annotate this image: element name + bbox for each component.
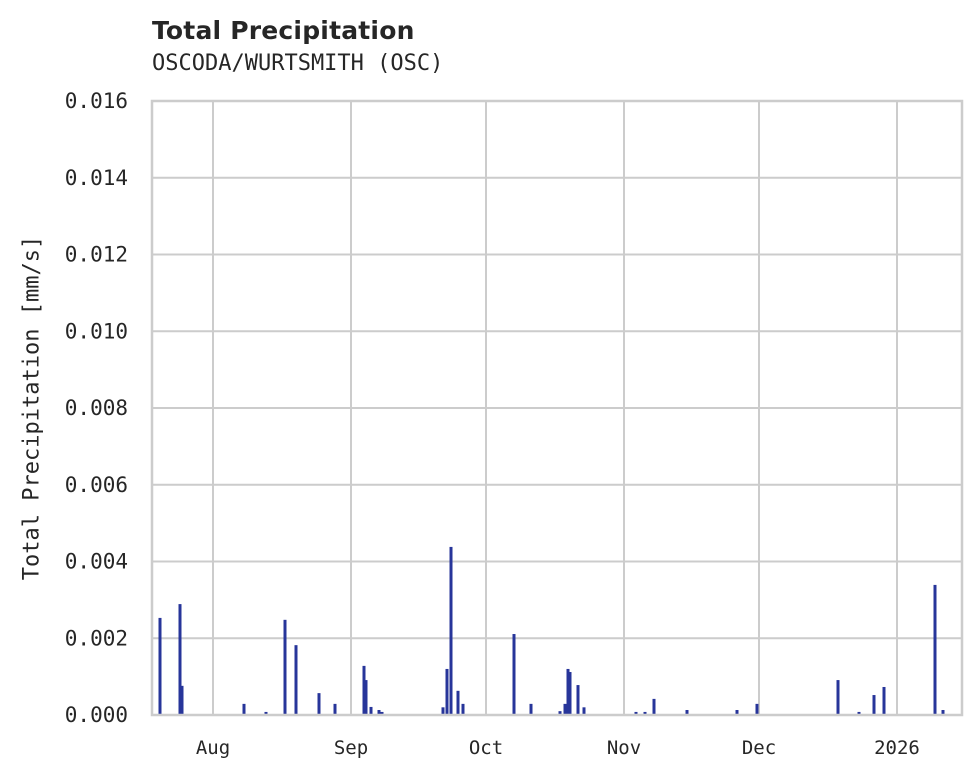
precipitation-bar bbox=[529, 703, 533, 715]
precipitation-bar bbox=[178, 604, 182, 715]
precipitation-bar bbox=[445, 668, 449, 715]
y-tick-label: 0.002 bbox=[65, 626, 128, 650]
precipitation-bar bbox=[158, 617, 162, 715]
precipitation-bar bbox=[735, 710, 739, 715]
precipitation-bar bbox=[582, 707, 586, 715]
precipitation-bar bbox=[836, 680, 840, 715]
precipitation-bar bbox=[685, 710, 689, 715]
x-tick-label: Oct bbox=[469, 737, 503, 759]
x-tick-label: Sep bbox=[334, 737, 368, 759]
chart-title: Total Precipitation bbox=[152, 16, 415, 45]
precipitation-bar bbox=[441, 707, 445, 715]
precipitation-bar bbox=[317, 693, 321, 715]
precipitation-bar bbox=[380, 711, 384, 715]
precipitation-bar bbox=[461, 703, 465, 715]
precipitation-bar bbox=[333, 703, 337, 715]
y-tick-label: 0.000 bbox=[65, 703, 128, 727]
chart-subtitle: OSCODA/WURTSMITH (OSC) bbox=[152, 51, 444, 76]
x-tick-label: Nov bbox=[607, 737, 641, 759]
precipitation-bars bbox=[158, 546, 945, 715]
precipitation-bar bbox=[652, 698, 656, 715]
y-tick-label: 0.004 bbox=[65, 550, 128, 574]
y-tick-label: 0.008 bbox=[65, 396, 128, 420]
precipitation-bar bbox=[563, 703, 567, 715]
precipitation-bar bbox=[755, 703, 759, 715]
precipitation-bar bbox=[369, 706, 373, 715]
plot-frame bbox=[150, 99, 964, 717]
x-tick-label: Aug bbox=[196, 737, 230, 759]
precipitation-bar bbox=[377, 710, 381, 715]
y-tick-label: 0.010 bbox=[65, 319, 128, 343]
precipitation-bar bbox=[566, 668, 570, 715]
y-axis-ticks: 0.000 0.002 0.004 0.006 0.008 0.010 0.012 0.014… bbox=[65, 89, 128, 727]
precipitation-bar bbox=[568, 672, 572, 715]
precipitation-bar bbox=[941, 710, 945, 715]
gridlines bbox=[152, 101, 962, 715]
y-tick-label: 0.012 bbox=[65, 243, 128, 267]
precipitation-bar bbox=[512, 634, 516, 715]
precipitation-bar bbox=[643, 711, 647, 715]
precipitation-bar bbox=[362, 665, 366, 715]
precipitation-bar bbox=[872, 695, 876, 715]
y-tick-label: 0.014 bbox=[65, 166, 128, 190]
precipitation-bar bbox=[242, 703, 246, 715]
x-axis-ticks: Aug Sep Oct Nov Dec 2026 bbox=[196, 737, 920, 759]
precipitation-bar bbox=[294, 645, 298, 715]
precipitation-bar bbox=[449, 546, 453, 715]
precipitation-bar bbox=[882, 686, 886, 715]
precipitation-bar bbox=[634, 711, 638, 715]
y-tick-label: 0.006 bbox=[65, 473, 128, 497]
precipitation-bar bbox=[264, 711, 268, 715]
precipitation-bar bbox=[558, 711, 562, 715]
x-tick-label: 2026 bbox=[874, 737, 920, 759]
y-tick-label: 0.016 bbox=[65, 89, 128, 113]
precipitation-bar bbox=[857, 711, 861, 715]
x-tick-label: Dec bbox=[742, 737, 776, 759]
precipitation-bar bbox=[283, 619, 287, 715]
precipitation-bar bbox=[364, 680, 368, 715]
precipitation-bar bbox=[456, 690, 460, 715]
precipitation-bar bbox=[576, 685, 580, 715]
precipitation-bar bbox=[180, 685, 184, 715]
precipitation-bar bbox=[933, 584, 937, 715]
